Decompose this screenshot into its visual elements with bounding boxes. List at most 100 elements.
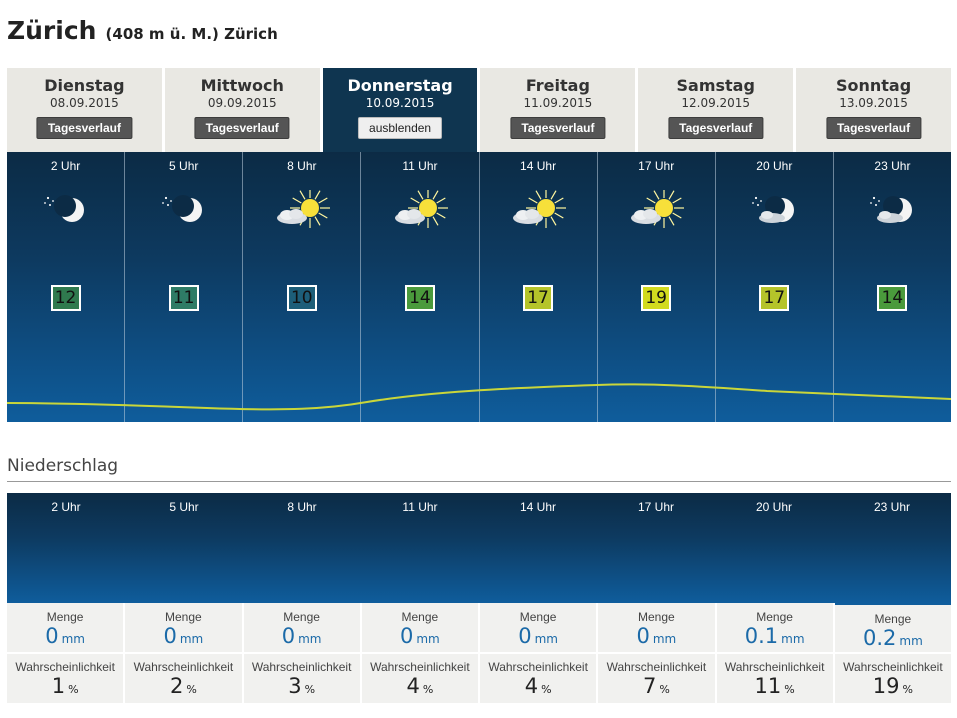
probability-cell: Wahrscheinlichkeit 2% [125, 654, 241, 703]
day-date: 11.09.2015 [523, 96, 593, 110]
day-name: Dienstag [44, 76, 125, 95]
probability-label: Wahrscheinlichkeit [606, 660, 707, 674]
probability-cell: Wahrscheinlichkeit 1% [7, 654, 123, 703]
probability-unit: % [541, 683, 552, 696]
hour-column: 17 Uhr 19 [598, 152, 716, 422]
hour-label: 2 Uhr [51, 500, 81, 514]
hour-label: 14 Uhr [520, 159, 557, 173]
moon-clear-icon [36, 190, 96, 234]
probability-label: Wahrscheinlichkeit [370, 660, 470, 674]
hour-column: 2 Uhr 12 [7, 152, 126, 422]
probability-label: Wahrscheinlichkeit [724, 660, 825, 674]
tagesverlauf-button[interactable]: Tagesverlauf [194, 117, 290, 139]
amount-cell: Menge 0 mm [125, 603, 242, 654]
precip-column: 8 Uhr [243, 493, 361, 603]
hour-column: 14 Uhr 17 [480, 152, 598, 422]
day-date: 10.09.2015 [365, 96, 435, 110]
precip-stat-column: Menge 0 mm Wahrscheinlichkeit 1% [7, 603, 126, 703]
amount-unit: mm [899, 634, 923, 648]
precip-column: 2 Uhr [7, 493, 125, 603]
amount-unit: mm [534, 632, 558, 646]
sun-cloud-icon [508, 188, 568, 234]
hour-label: 20 Uhr [756, 159, 793, 173]
hour-column: 8 Uhr 10 [243, 152, 362, 422]
day-name: Freitag [525, 76, 590, 95]
temperature-value: 11 [168, 285, 199, 311]
hour-label: 23 Uhr [874, 159, 911, 173]
probability-unit: % [902, 683, 913, 696]
location-title: Zürich (408 m ü. M.) Zürich [7, 16, 278, 50]
tagesverlauf-button[interactable]: Tagesverlauf [36, 117, 132, 139]
hour-label: 2 Uhr [50, 159, 81, 173]
amount-value: 0 [45, 624, 59, 648]
hour-column: 11 Uhr 14 [361, 152, 480, 422]
tagesverlauf-button[interactable]: Tagesverlauf [668, 117, 764, 139]
amount-value: 0 [636, 624, 650, 648]
amount-label: Menge [401, 610, 439, 624]
tagesverlauf-button[interactable]: Tagesverlauf [825, 117, 922, 139]
amount-unit: mm [61, 632, 85, 646]
day-tab-donnerstag[interactable]: Donnerstag 10.09.2015 ausblenden [322, 68, 481, 152]
precip-column: 5 Uhr [125, 493, 243, 603]
precip-stat-column: Menge 0 mm Wahrscheinlichkeit 3% [243, 603, 362, 703]
probability-cell: Wahrscheinlichkeit 4% [362, 654, 478, 703]
moon-clear-icon [154, 190, 214, 234]
amount-cell: Menge 0 mm [243, 603, 360, 654]
amount-value: 0.1 [744, 624, 779, 648]
sun-cloud-icon [626, 188, 686, 234]
precip-stat-column: Menge 0.2 mm Wahrscheinlichkeit 19% [834, 603, 951, 703]
day-tab-sonntag[interactable]: Sonntag 13.09.2015 Tagesverlauf [796, 68, 951, 152]
hour-column: 5 Uhr 11 [125, 152, 244, 422]
probability-value: 11 [754, 674, 782, 698]
hour-label: 8 Uhr [287, 159, 317, 173]
amount-cell: Menge 0.2 mm [834, 603, 951, 654]
location-meta: (408 m ü. M.) Zürich [105, 25, 278, 43]
precip-column: 11 Uhr [361, 493, 479, 603]
probability-cell: Wahrscheinlichkeit 11% [717, 654, 833, 703]
temperature-value: 17 [759, 285, 790, 311]
temperature-value: 10 [286, 285, 317, 311]
amount-label: Menge [519, 610, 557, 624]
hour-label: 5 Uhr [169, 500, 199, 514]
moon-cloud-icon [862, 190, 922, 234]
probability-unit: % [659, 683, 670, 696]
day-tab-dienstag[interactable]: Dienstag 08.09.2015 Tagesverlauf [7, 68, 165, 152]
amount-value: 0 [518, 624, 532, 648]
day-name: Mittwoch [200, 76, 284, 95]
divider [7, 481, 951, 482]
day-date: 08.09.2015 [50, 96, 119, 110]
probability-cell: Wahrscheinlichkeit 19% [835, 654, 951, 703]
precip-stat-column: Menge 0 mm Wahrscheinlichkeit 2% [125, 603, 244, 703]
amount-value: 0 [163, 624, 177, 648]
amount-unit: mm [179, 632, 204, 646]
probability-unit: % [186, 683, 197, 696]
amount-label: Menge [283, 610, 320, 624]
temperature-value: 12 [50, 285, 81, 311]
precip-stat-column: Menge 0 mm Wahrscheinlichkeit 7% [598, 603, 717, 703]
day-tab-mittwoch[interactable]: Mittwoch 09.09.2015 Tagesverlauf [164, 68, 323, 152]
probability-value: 7 [642, 674, 657, 698]
precip-stat-column: Menge 0 mm Wahrscheinlichkeit 4% [361, 603, 480, 703]
probability-label: Wahrscheinlichkeit [843, 660, 943, 674]
amount-label: Menge [165, 610, 202, 624]
hour-label: 23 Uhr [873, 500, 911, 514]
amount-cell: Menge 0 mm [480, 603, 597, 654]
precipitation-stats: Menge 0 mm Wahrscheinlichkeit 1% Menge 0 mm Wahr… [7, 603, 951, 703]
day-tab-freitag[interactable]: Freitag 11.09.2015 Tagesverlauf [480, 68, 639, 152]
tagesverlauf-button[interactable]: Tagesverlauf [510, 117, 606, 139]
probability-unit: % [422, 683, 434, 696]
temperature-value: 19 [641, 285, 672, 311]
amount-label: Menge [638, 610, 675, 624]
day-tab-samstag[interactable]: Samstag 12.09.2015 Tagesverlauf [638, 68, 797, 152]
hour-label: 11 Uhr [402, 159, 438, 173]
hide-button[interactable]: ausblenden [358, 117, 443, 139]
amount-value: 0.2 [862, 626, 897, 650]
day-name: Sonntag [835, 76, 912, 95]
temperature-value: 14 [877, 285, 908, 311]
hour-label: 17 Uhr [637, 500, 675, 514]
moon-cloud-icon [744, 190, 804, 234]
hour-column: 20 Uhr 17 [716, 152, 834, 422]
day-name: Samstag [676, 76, 755, 95]
probability-label: Wahrscheinlichkeit [15, 660, 115, 674]
day-date: 12.09.2015 [681, 96, 751, 110]
